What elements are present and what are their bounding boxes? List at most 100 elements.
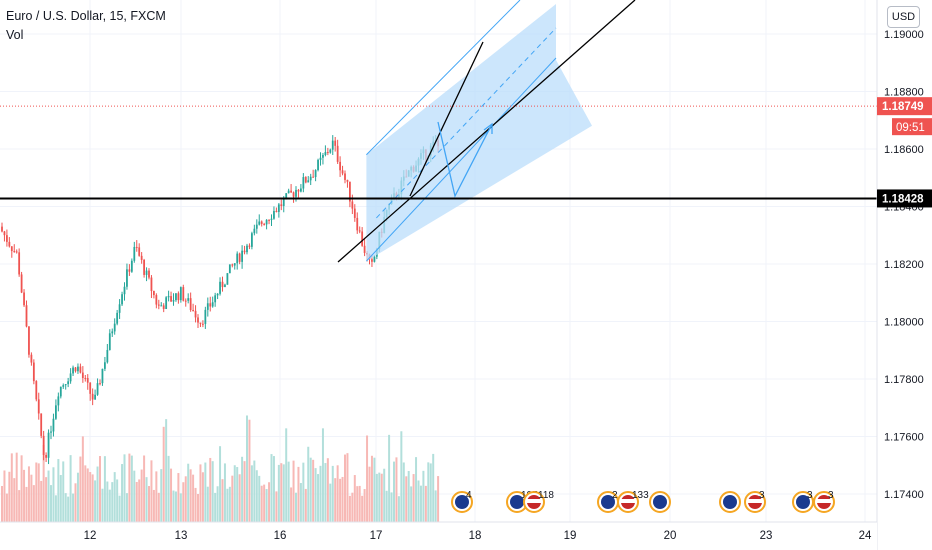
volume-bar xyxy=(52,467,55,522)
volume-bar xyxy=(270,454,273,522)
price-tick-label: 1.18200 xyxy=(884,259,924,271)
channel-upper-line xyxy=(366,0,521,156)
candle-body xyxy=(216,293,219,296)
candle-body xyxy=(297,189,300,192)
volume-bar xyxy=(79,456,82,522)
volume-bar xyxy=(165,419,168,522)
volume-bar xyxy=(15,452,18,522)
price-axis[interactable]: 1.190001.188001.186001.184001.182001.180… xyxy=(876,0,932,550)
volume-bar xyxy=(140,469,143,522)
volume-bar xyxy=(258,475,261,522)
volume-bar xyxy=(199,464,202,522)
candle-body xyxy=(326,152,329,154)
candle-body xyxy=(361,231,364,246)
volume-bar xyxy=(184,476,187,522)
candle-body xyxy=(1,226,3,232)
candle-body xyxy=(138,247,141,256)
candle-body xyxy=(55,405,57,419)
event-count-label: 133 xyxy=(632,490,649,501)
volume-bar xyxy=(400,431,403,522)
volume-bar xyxy=(321,428,324,522)
volume-bar xyxy=(214,492,217,522)
symbol-title: Euro / U.S. Dollar, 15, FXCM xyxy=(6,9,166,23)
candle-body xyxy=(15,251,18,253)
candle-body xyxy=(130,260,133,272)
volume-bar xyxy=(204,462,207,522)
candle-body xyxy=(28,326,30,355)
candle-body xyxy=(116,312,119,324)
candle-body xyxy=(353,208,356,218)
candle-body xyxy=(118,304,121,313)
volume-bar xyxy=(30,474,33,522)
us-flag-stripe xyxy=(621,499,635,503)
time-axis[interactable]: 12 13 16 17 18 19 20 23 24 xyxy=(0,521,877,550)
volume-bar xyxy=(373,457,376,522)
candle-body xyxy=(113,323,116,332)
volume-bar xyxy=(177,473,180,522)
chart-drawings[interactable] xyxy=(0,0,877,263)
candle-body xyxy=(50,431,52,433)
last-price-badge xyxy=(877,97,932,116)
volume-bar xyxy=(246,415,248,522)
volume-bar xyxy=(388,434,391,522)
volume-bar xyxy=(111,482,114,522)
volume-bar xyxy=(123,454,126,522)
volume-bar xyxy=(326,458,329,522)
candle-body xyxy=(224,284,226,288)
candle-body xyxy=(258,221,261,225)
volume-bars xyxy=(1,415,440,522)
volume-bar xyxy=(295,492,297,522)
volume-bar xyxy=(255,470,258,522)
candle-body xyxy=(339,161,341,171)
candle-body xyxy=(170,296,172,302)
candle-body xyxy=(265,219,268,225)
volume-bar xyxy=(221,479,224,522)
volume-bar xyxy=(23,469,26,522)
economic-event-badges[interactable]: 41051182133333 xyxy=(451,490,835,513)
volume-bar xyxy=(395,457,398,522)
volume-bar xyxy=(312,459,315,522)
volume-bar xyxy=(45,477,48,522)
candle-body xyxy=(59,386,62,397)
candle-body xyxy=(72,367,74,374)
price-tick-label: 1.18000 xyxy=(884,317,924,329)
eu-flag-fill xyxy=(723,495,737,509)
eu-flag-fill xyxy=(455,495,469,509)
candle-body xyxy=(260,221,263,224)
candle-body xyxy=(57,396,60,406)
candle-body xyxy=(167,296,170,298)
volume-bar xyxy=(172,490,175,522)
volume-bar xyxy=(331,465,334,522)
volume-bar xyxy=(324,463,327,522)
currency-button[interactable]: USD xyxy=(887,6,920,28)
volume-bar xyxy=(319,465,322,522)
price-tick-label: 1.19000 xyxy=(884,29,924,41)
candle-body xyxy=(248,245,251,247)
candle-body xyxy=(94,394,96,400)
candle-body xyxy=(187,298,190,301)
time-tick-label: 12 xyxy=(84,530,97,542)
volume-bar xyxy=(192,474,195,522)
volume-bar xyxy=(223,463,226,522)
volume-bar xyxy=(62,461,65,522)
parallel-channel-fill xyxy=(366,4,592,262)
candle-body xyxy=(236,253,239,264)
steep-trend-line xyxy=(409,41,484,197)
volume-bar xyxy=(268,482,271,522)
candle-body xyxy=(40,413,43,436)
volume-bar xyxy=(86,468,89,522)
candle-body xyxy=(67,381,70,385)
candle-body xyxy=(300,188,302,192)
candle-body xyxy=(322,155,324,158)
candle-body xyxy=(336,145,339,162)
candle-body xyxy=(241,250,243,262)
candle-body xyxy=(74,367,77,372)
time-tick-label: 24 xyxy=(859,530,872,542)
candle-body xyxy=(346,179,349,182)
candle-body xyxy=(177,293,180,301)
candle-body xyxy=(206,303,209,310)
volume-bar xyxy=(8,471,11,522)
projection-arrow-head xyxy=(483,122,493,134)
candle-body xyxy=(126,269,128,287)
